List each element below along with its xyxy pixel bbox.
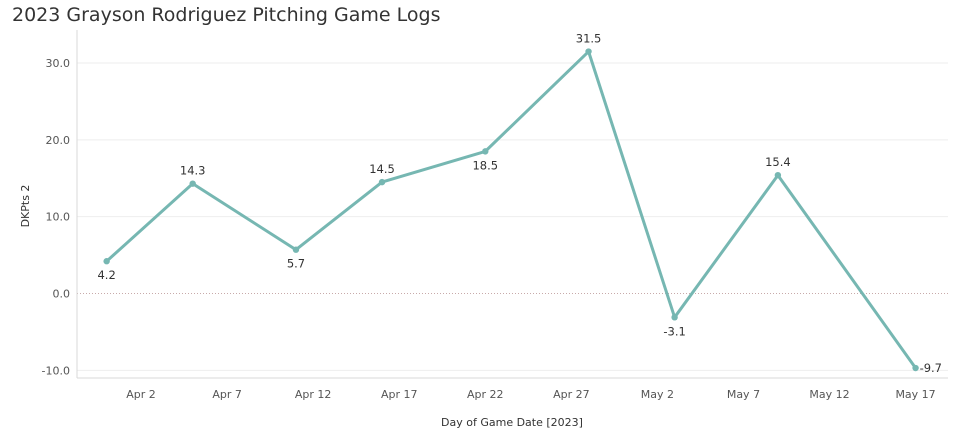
gridlines bbox=[77, 62, 948, 371]
x-axis-title: Day of Game Date [2023] bbox=[441, 416, 583, 429]
y-tick-label: 30.0 bbox=[46, 57, 71, 70]
series-line bbox=[105, 50, 918, 370]
data-point bbox=[671, 314, 678, 321]
x-tick-label: May 17 bbox=[895, 388, 935, 401]
series-line-layer bbox=[105, 50, 918, 370]
y-axis-title: DKPts 2 bbox=[19, 185, 32, 228]
y-tick-label: 0.0 bbox=[53, 288, 71, 301]
data-point bbox=[482, 148, 489, 155]
data-points bbox=[103, 48, 919, 372]
x-tick-label: Apr 12 bbox=[295, 388, 332, 401]
y-tick-label: -10.0 bbox=[42, 364, 70, 377]
data-point bbox=[378, 178, 386, 186]
data-label: 5.7 bbox=[287, 257, 305, 271]
y-tick-label: 20.0 bbox=[46, 134, 71, 147]
data-point bbox=[189, 180, 196, 187]
chart-title: 2023 Grayson Rodriguez Pitching Game Log… bbox=[12, 4, 441, 26]
data-point bbox=[585, 48, 592, 55]
y-tick-label: 10.0 bbox=[46, 211, 71, 224]
axes: -10.0 0.0 10.0 20.0 30.0 Apr 2 Apr 7 Apr 12 Apr … bbox=[42, 30, 948, 401]
data-label: 14.3 bbox=[180, 164, 206, 178]
x-tick-label: May 12 bbox=[809, 388, 849, 401]
x-tick-label: Apr 27 bbox=[553, 388, 590, 401]
data-point bbox=[103, 258, 110, 265]
data-point bbox=[292, 246, 300, 253]
data-point bbox=[774, 172, 782, 179]
x-tick-label: May 7 bbox=[727, 388, 760, 401]
x-tick-label: Apr 17 bbox=[381, 388, 418, 401]
x-tick-label: Apr 22 bbox=[467, 388, 504, 401]
x-tick-label: Apr 2 bbox=[126, 388, 156, 401]
data-label: -9.7 bbox=[920, 361, 942, 375]
data-label: 4.2 bbox=[97, 268, 115, 282]
data-label: 31.5 bbox=[576, 32, 602, 46]
data-point bbox=[912, 364, 919, 372]
x-tick-label: Apr 7 bbox=[212, 388, 242, 401]
data-label: -3.1 bbox=[663, 324, 685, 338]
data-label: 14.5 bbox=[369, 162, 395, 176]
x-tick-label: May 2 bbox=[641, 388, 674, 401]
data-labels: 4.2 14.3 5.7 14.5 18.5 31.5 -3.1 15.4 -9.7 bbox=[97, 32, 942, 375]
data-label: 18.5 bbox=[472, 158, 498, 172]
data-label: 15.4 bbox=[765, 155, 791, 169]
